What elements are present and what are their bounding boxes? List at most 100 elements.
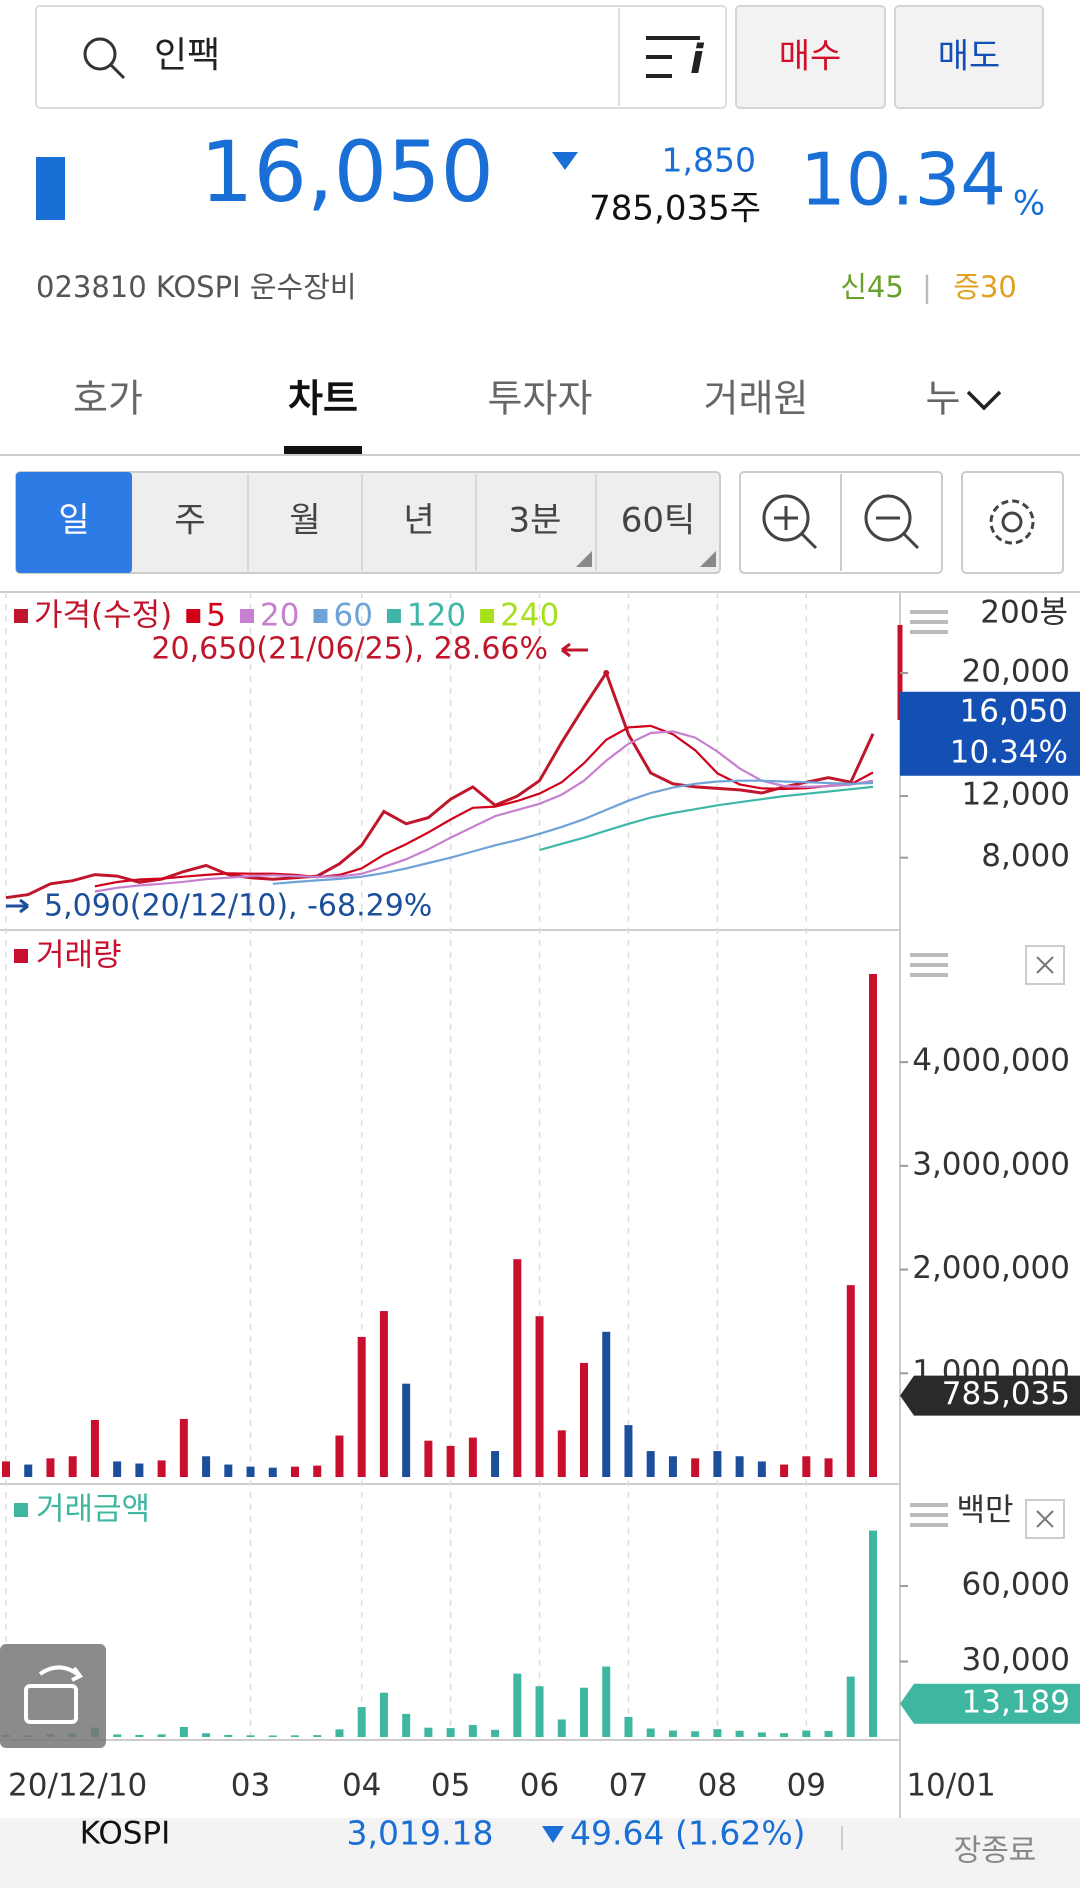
- rotate-button[interactable]: [0, 1644, 106, 1748]
- bar: [335, 1435, 344, 1477]
- pane-title: 거래량: [36, 938, 122, 974]
- bar: [357, 1336, 366, 1477]
- bar: [113, 1461, 122, 1477]
- legend-label: 5: [206, 598, 226, 634]
- bar: [780, 1733, 789, 1737]
- menu-icon[interactable]: i: [646, 36, 705, 83]
- x-tick-label: 04: [342, 1768, 381, 1804]
- bar: [24, 1464, 33, 1477]
- bar: [179, 1726, 188, 1737]
- period-button[interactable]: 3분: [509, 501, 562, 541]
- period-selected[interactable]: [16, 472, 132, 573]
- period-button[interactable]: 주: [174, 501, 205, 541]
- dropdown-mark: [700, 551, 716, 567]
- bar: [780, 1464, 789, 1477]
- legend-swatch: [186, 609, 201, 623]
- tab[interactable]: 투자자: [488, 377, 593, 421]
- trade-volume: 785,035주: [589, 189, 761, 229]
- bar: [2, 1461, 10, 1477]
- y-tick-label: 3,000,000: [912, 1146, 1070, 1182]
- bar: [202, 1733, 211, 1737]
- period-button[interactable]: 일: [58, 501, 89, 541]
- bar: [491, 1451, 500, 1477]
- bar: [424, 1727, 433, 1737]
- bar: [246, 1466, 255, 1477]
- pane-title: 거래금액: [36, 1492, 150, 1528]
- bar: [224, 1734, 233, 1737]
- current-price: 16,050: [200, 123, 494, 221]
- credit-badge: 신45: [840, 270, 904, 304]
- bar: [802, 1730, 811, 1737]
- bar: [46, 1458, 55, 1477]
- price-bar-icon: [36, 157, 65, 220]
- series-line: [5, 669, 875, 900]
- bar: [557, 1430, 566, 1477]
- bar: [379, 1311, 388, 1477]
- sell-button[interactable]: [894, 5, 1044, 109]
- bar: [135, 1734, 144, 1737]
- bar-count: 200봉: [980, 595, 1068, 631]
- search-icon: [109, 63, 126, 80]
- unit-label: 백만: [956, 1493, 1013, 1529]
- value-tag-label: 13,189: [962, 1684, 1070, 1720]
- legend-swatch: [14, 949, 28, 963]
- legend-swatch: [14, 1503, 28, 1517]
- bar: [157, 1734, 166, 1737]
- search-box[interactable]: [35, 5, 727, 109]
- price-tag-rate: 10.34%: [950, 734, 1068, 770]
- period-button[interactable]: 60틱: [621, 501, 696, 541]
- bar: [291, 1466, 299, 1477]
- value-tag: [900, 1375, 1080, 1416]
- pane-menu[interactable]: [910, 610, 948, 1527]
- y-tick-label: 2,000,000: [912, 1250, 1070, 1286]
- bar: [713, 1451, 722, 1477]
- bar: [402, 1713, 411, 1737]
- x-tick-label: 20/12/10: [8, 1768, 147, 1804]
- bar: [268, 1467, 277, 1477]
- tab-more[interactable]: [966, 390, 1002, 411]
- x-tick-label: 05: [431, 1768, 470, 1804]
- sell-label[interactable]: 매도: [938, 37, 1001, 77]
- bar: [713, 1729, 722, 1737]
- market-value: 3,019.18: [347, 1814, 494, 1853]
- legend-swatch: [240, 609, 255, 623]
- y-tick-label: 30,000: [962, 1642, 1070, 1678]
- value-tag: [900, 1683, 1080, 1724]
- tab-underline: [284, 446, 362, 454]
- bar: [513, 1673, 522, 1737]
- tab-active[interactable]: 차트: [288, 377, 358, 421]
- bar: [691, 1731, 700, 1737]
- x-tick-label: 03: [231, 1768, 270, 1804]
- bar: [735, 1730, 744, 1737]
- bar: [824, 1458, 833, 1477]
- settings-button[interactable]: [961, 471, 1064, 574]
- bar: [313, 1735, 322, 1737]
- zoom-in[interactable]: [762, 494, 818, 550]
- value-tag-label: 785,035: [942, 1376, 1070, 1412]
- close-pane[interactable]: [1025, 945, 1065, 1539]
- legend-label: 240: [500, 598, 559, 634]
- tab[interactable]: 호가: [73, 377, 143, 421]
- rate-unit: %: [1013, 184, 1045, 224]
- market-change: 49.64 (1.62%): [570, 1814, 806, 1853]
- legend-swatch: [313, 609, 328, 623]
- bar: [735, 1456, 744, 1477]
- change-rate: 10.34: [800, 138, 1006, 222]
- bar: [179, 1418, 188, 1477]
- buy-button[interactable]: [735, 5, 886, 109]
- bar: [535, 1686, 544, 1737]
- period-button[interactable]: 년: [403, 501, 434, 541]
- bar: [846, 1285, 855, 1477]
- period-button[interactable]: 월: [289, 501, 320, 541]
- bar: [846, 1676, 855, 1737]
- buy-label[interactable]: 매수: [779, 37, 842, 77]
- zoom-out[interactable]: [864, 494, 920, 550]
- bar: [646, 1451, 655, 1477]
- search-text[interactable]: 인팩: [154, 35, 220, 76]
- tab[interactable]: 거래원: [704, 377, 809, 421]
- tab[interactable]: 누: [926, 377, 961, 421]
- series-line: [539, 785, 874, 852]
- bar: [90, 1419, 99, 1477]
